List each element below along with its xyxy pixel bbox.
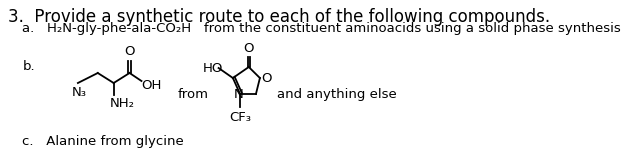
Text: a.   H₂N-gly-phe-ala-CO₂H   from the constituent aminoacids using a solid phase : a. H₂N-gly-phe-ala-CO₂H from the constit… [22, 22, 621, 35]
Text: c.   Alanine from glycine: c. Alanine from glycine [22, 135, 184, 148]
Text: and anything else: and anything else [277, 88, 396, 101]
Text: O: O [124, 45, 135, 58]
Text: OH: OH [142, 79, 162, 92]
Text: CF₃: CF₃ [229, 111, 251, 124]
Text: 3.  Provide a synthetic route to each of the following compounds.: 3. Provide a synthetic route to each of … [8, 8, 550, 26]
Text: from: from [178, 88, 209, 101]
Text: HO: HO [203, 62, 223, 76]
Text: O: O [244, 42, 254, 55]
Text: N: N [234, 88, 244, 102]
Text: b.: b. [22, 60, 35, 73]
Text: N₃: N₃ [72, 86, 87, 99]
Text: NH₂: NH₂ [110, 97, 135, 110]
Text: O: O [261, 73, 272, 85]
